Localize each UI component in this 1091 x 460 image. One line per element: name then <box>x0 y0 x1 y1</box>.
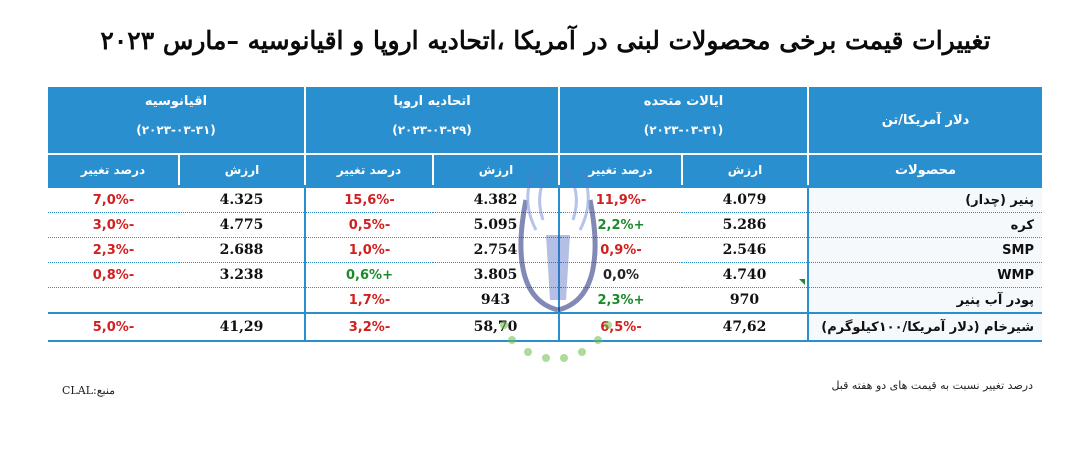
value-cell: 4.740 <box>682 262 808 288</box>
eu-change-header: درصد تغییر <box>304 153 433 187</box>
table-row: شیرخام (دلار آمریکا/۱۰۰کیلوگرم) 47,62 -6… <box>48 312 1042 342</box>
table-row: SMP 2.546 -0,9% 2.754 -1,0% 2.688 -2,3% <box>48 237 1042 263</box>
page-title: تغییرات قیمت برخی محصولات لبنی در آمریکا… <box>100 26 991 55</box>
change-cell: +2,2% <box>558 212 682 238</box>
oceania-change-header: درصد تغییر <box>48 153 179 187</box>
change-cell: 0,0% <box>558 262 682 288</box>
change-cell: -0,5% <box>304 212 433 238</box>
change-cell: -3,0% <box>48 212 179 238</box>
group-header-eu: اتحادیه اروپا (۲۰۲۳-۰۳-۲۹) <box>304 87 559 154</box>
value-cell: 4.079 <box>682 185 808 213</box>
value-cell: 5.095 <box>433 212 559 238</box>
product-cell: WMP <box>807 262 1042 288</box>
change-cell: -11,9% <box>558 185 682 213</box>
change-cell: -2,3% <box>48 237 179 263</box>
group-name-eu: اتحادیه اروپا <box>393 94 471 109</box>
table-row: پودر آب پنیر 970 +2,3% 943 -1,7% <box>48 287 1042 314</box>
value-cell <box>179 287 305 314</box>
change-cell: +2,3% <box>558 287 682 314</box>
us-value-header: ارزش <box>681 153 808 187</box>
change-cell: -0,9% <box>558 237 682 263</box>
eu-value-header: ارزش <box>432 153 559 187</box>
change-cell <box>48 287 179 314</box>
product-cell: SMP <box>807 237 1042 263</box>
group-date-oceania: (۲۰۲۳-۰۳-۳۱) <box>136 123 216 137</box>
source-note: منبع:CLAL <box>62 384 116 397</box>
change-cell: -6,5% <box>558 312 682 342</box>
table-row: WMP 4.740 0,0% 3.805 +0,6% 3.238 -0,8% <box>48 262 1042 288</box>
change-cell: -1,0% <box>304 237 433 263</box>
change-cell: -5,0% <box>48 312 179 342</box>
value-cell: 2.754 <box>433 237 559 263</box>
oceania-value-header: ارزش <box>178 153 305 187</box>
value-cell: 970 <box>682 287 808 314</box>
product-cell: پنیر (چدار) <box>807 185 1042 213</box>
product-cell: کره <box>807 212 1042 238</box>
value-cell: 3.238 <box>179 262 305 288</box>
value-cell: 3.805 <box>433 262 559 288</box>
value-cell: 2.546 <box>682 237 808 263</box>
change-cell: -7,0% <box>48 185 179 213</box>
us-change-header: درصد تغییر <box>558 153 682 187</box>
product-cell: پودر آب پنیر <box>807 287 1042 314</box>
group-header-us: ایالات متحده (۲۰۲۳-۰۳-۳۱) <box>558 87 808 154</box>
table-row: پنیر (چدار) 4.079 -11,9% 4.382 -15,6% 4.… <box>48 185 1042 213</box>
comment-marker-icon <box>799 279 805 285</box>
value-cell: 4.775 <box>179 212 305 238</box>
change-cell: -3,2% <box>304 312 433 342</box>
change-cell: -1,7% <box>304 287 433 314</box>
group-header-oceania: اقیانوسیه (۲۰۲۳-۰۳-۳۱) <box>48 87 305 154</box>
change-cell: -0,8% <box>48 262 179 288</box>
value-cell: 47,62 <box>682 312 808 342</box>
group-date-us: (۲۰۲۳-۰۳-۳۱) <box>643 123 724 137</box>
footnote: درصد تغییر نسبت به قیمت های دو هفته قبل <box>831 379 1033 392</box>
table-row: کره 5.286 +2,2% 5.095 -0,5% 4.775 -3,0% <box>48 212 1042 238</box>
group-date-eu: (۲۰۲۳-۰۳-۲۹) <box>392 123 472 137</box>
products-header: محصولات <box>807 153 1042 187</box>
value-cell: 58,70 <box>433 312 559 342</box>
value-cell: 943 <box>433 287 559 314</box>
value-cell: 2.688 <box>179 237 305 263</box>
value-cell: 4.325 <box>179 185 305 213</box>
group-name-us: ایالات متحده <box>643 94 724 109</box>
price-table: دلار آمریکا/تن ایالات متحده (۲۰۲۳-۰۳-۳۱)… <box>48 87 1042 342</box>
value-cell: 4.382 <box>433 185 559 213</box>
group-name-oceania: اقیانوسیه <box>144 94 208 109</box>
change-cell: +0,6% <box>304 262 433 288</box>
price-table-container: دلار آمریکا/تن ایالات متحده (۲۰۲۳-۰۳-۳۱)… <box>48 87 1042 342</box>
change-cell: -15,6% <box>304 185 433 213</box>
corner-header: دلار آمریکا/تن <box>807 87 1042 154</box>
product-cell: شیرخام (دلار آمریکا/۱۰۰کیلوگرم) <box>807 312 1042 342</box>
value-cell: 41,29 <box>179 312 305 342</box>
value-cell: 5.286 <box>682 212 808 238</box>
